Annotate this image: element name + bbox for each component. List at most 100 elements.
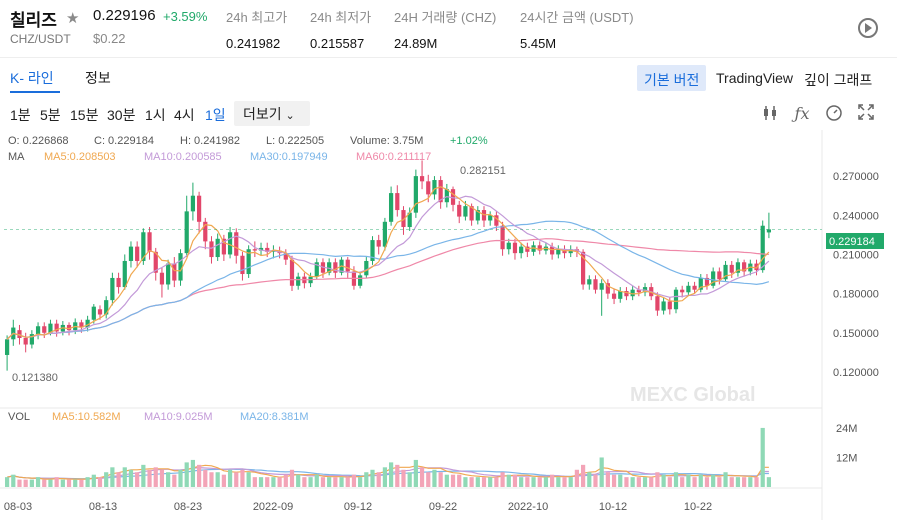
candle-body bbox=[580, 251, 586, 285]
play-icon[interactable] bbox=[858, 18, 878, 38]
volume-bar bbox=[494, 477, 499, 487]
stat-label: 24시간 금액 (USDT) bbox=[520, 10, 634, 25]
candle-body bbox=[234, 232, 239, 256]
volume-bar bbox=[135, 472, 140, 487]
candle-body bbox=[122, 260, 127, 288]
vol-ma10-line bbox=[6, 466, 769, 480]
tab-info[interactable]: 정보 bbox=[85, 70, 111, 86]
settings-gauge-icon[interactable] bbox=[824, 104, 844, 124]
volume-bar bbox=[203, 469, 208, 487]
candle-body bbox=[358, 275, 363, 286]
volume-tick-label: 24M bbox=[836, 423, 857, 435]
candle-body bbox=[636, 289, 641, 293]
candle-body bbox=[289, 259, 295, 286]
candle-body bbox=[240, 255, 245, 275]
volume-bar bbox=[234, 472, 239, 487]
more-intervals-dropdown[interactable]: 더보기 ⌄ bbox=[234, 101, 310, 126]
vol-ma5-line bbox=[6, 464, 769, 480]
interval-5m[interactable]: 5분 bbox=[40, 107, 61, 123]
date-tick-label: 10-12 bbox=[599, 501, 627, 513]
volume-bar bbox=[351, 474, 357, 487]
date-tick-label: 10-22 bbox=[684, 501, 712, 513]
ma10-legend: MA10:0.200585 bbox=[144, 151, 222, 163]
volume-bar bbox=[618, 474, 623, 487]
ma5-legend: MA5:0.208503 bbox=[44, 151, 116, 163]
ohlc-open: O: 0.226868 bbox=[8, 135, 69, 147]
volume-bar bbox=[395, 464, 400, 487]
volume-bar bbox=[388, 462, 394, 487]
candle-body bbox=[723, 264, 728, 280]
volume-bar bbox=[73, 479, 78, 487]
volume-bar bbox=[97, 477, 103, 487]
fullscreen-icon[interactable] bbox=[856, 104, 876, 124]
view-basic-button[interactable]: 기본 버전 bbox=[637, 65, 707, 91]
price-tick-label: 0.270000 bbox=[833, 171, 879, 183]
candle-body bbox=[196, 195, 202, 222]
coin-name: 칠리즈 bbox=[10, 11, 57, 30]
volume-bar bbox=[704, 477, 710, 487]
stat-24h-low: 24h 최저가 0.215587 bbox=[310, 7, 371, 51]
volume-bar bbox=[79, 479, 84, 487]
candle-body bbox=[110, 277, 115, 301]
volume-bar bbox=[48, 479, 53, 487]
price-axis: 0.270000 0.240000 0.210000 0.180000 0.150000… bbox=[833, 171, 879, 464]
ohlc-low: L: 0.222505 bbox=[266, 135, 324, 147]
candle-body bbox=[556, 249, 561, 255]
candle-body bbox=[444, 189, 449, 203]
candle-body bbox=[333, 262, 338, 273]
volume-bar bbox=[599, 457, 604, 487]
interval-1d[interactable]: 1일 bbox=[205, 107, 226, 123]
volume-bar bbox=[748, 477, 753, 487]
candle-body bbox=[296, 276, 301, 286]
candle-body bbox=[258, 247, 264, 251]
interval-4h[interactable]: 4시 bbox=[174, 107, 195, 123]
candle-body bbox=[184, 211, 189, 254]
candle-type-icon[interactable] bbox=[760, 104, 780, 124]
interval-1h[interactable]: 1시 bbox=[145, 107, 166, 123]
interval-1m[interactable]: 1분 bbox=[10, 107, 31, 123]
ma5-line bbox=[6, 186, 770, 340]
indicator-fx-icon[interactable]: ƒx bbox=[794, 104, 810, 123]
volume-bar bbox=[742, 477, 747, 487]
tab-kline[interactable]: K- 라인 bbox=[10, 70, 54, 86]
candle-body bbox=[382, 221, 388, 247]
volume-bar bbox=[333, 477, 338, 487]
view-depth-button[interactable]: 깊이 그래프 bbox=[804, 72, 873, 88]
watermark-text: MEXC Global bbox=[630, 384, 756, 406]
stat-24h-volume: 24H 거래량 (CHZ) 24.89M bbox=[394, 7, 496, 51]
volume-bar bbox=[215, 472, 220, 487]
volume-bar bbox=[178, 469, 183, 487]
volume-bar bbox=[488, 477, 493, 487]
stat-value: 0.241982 bbox=[226, 36, 281, 51]
date-tick-label: 09-12 bbox=[344, 501, 372, 513]
candle-body bbox=[686, 285, 691, 293]
candle-body bbox=[599, 283, 604, 290]
interval-15m[interactable]: 15분 bbox=[70, 107, 99, 123]
date-axis: 08-03 08-13 08-23 2022-09 09-12 09-22 2022-10 1… bbox=[4, 501, 712, 513]
volume-bar bbox=[673, 472, 679, 487]
volume-bar bbox=[221, 474, 226, 487]
volume-bar bbox=[358, 477, 363, 487]
ohlc-volume: Volume: 3.75M bbox=[350, 135, 423, 147]
candle-body bbox=[463, 206, 468, 217]
favorite-star-icon[interactable]: ★ bbox=[66, 10, 80, 27]
volume-bar bbox=[54, 477, 59, 487]
candle-body bbox=[655, 296, 660, 311]
candle-body bbox=[79, 322, 84, 328]
chevron-down-icon: ⌄ bbox=[285, 110, 295, 122]
kline-chart[interactable]: MEXC Global 0.270000 0.240000 0.210000 0.18… bbox=[0, 130, 897, 520]
volume-bar bbox=[401, 469, 406, 487]
price-tick-label: 0.150000 bbox=[833, 328, 879, 340]
volume-bar bbox=[166, 472, 171, 487]
candle-body bbox=[742, 262, 747, 272]
volume-bar bbox=[370, 469, 375, 487]
candle-body bbox=[388, 193, 394, 222]
candle-body bbox=[568, 249, 573, 254]
interval-30m[interactable]: 30분 bbox=[107, 107, 136, 123]
candle-body bbox=[531, 245, 536, 252]
ticker-header: 칠리즈 ★ CHZ/USDT 0.229196 +3.59% $0.22 24h… bbox=[0, 0, 897, 58]
volume-bar bbox=[537, 477, 542, 487]
candle-body bbox=[512, 242, 518, 254]
volume-bar bbox=[271, 477, 276, 487]
view-tradingview-button[interactable]: TradingView bbox=[716, 70, 794, 86]
